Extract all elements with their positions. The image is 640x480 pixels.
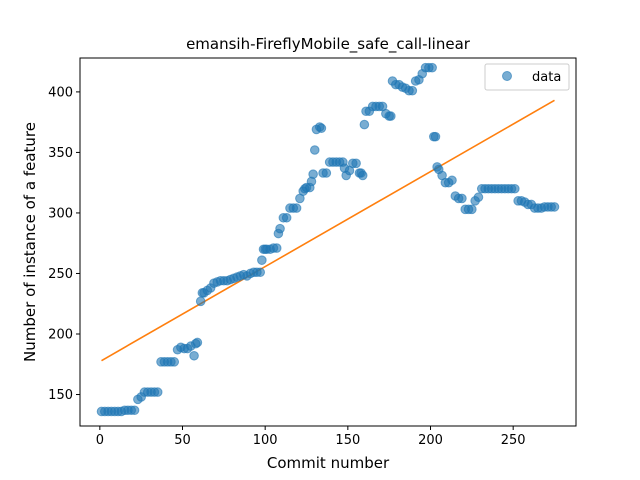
- data-point: [359, 119, 370, 130]
- data-point: [386, 111, 396, 121]
- x-tick-label: 150: [335, 433, 360, 448]
- data-point: [430, 131, 441, 142]
- x-axis-ticks: 0 50 100 150 200 250: [96, 426, 526, 448]
- y-tick-label: 250: [48, 267, 73, 282]
- data-points-layer: [96, 62, 560, 417]
- data-point: [467, 204, 477, 215]
- y-tick-label: 200: [48, 328, 73, 343]
- data-point: [271, 243, 282, 253]
- x-tick-label: 0: [96, 433, 104, 448]
- data-point: [309, 145, 320, 155]
- legend: data: [484, 63, 570, 91]
- data-point: [427, 62, 437, 73]
- x-tick-label: 50: [174, 433, 191, 448]
- data-point: [192, 337, 203, 348]
- data-point: [257, 255, 267, 265]
- x-tick-label: 200: [418, 433, 443, 448]
- chart-title: emansih-FireflyMobile_safe_call-linear: [186, 35, 471, 54]
- y-tick-label: 350: [48, 146, 73, 161]
- data-point: [473, 192, 484, 203]
- data-point: [321, 168, 332, 178]
- legend-marker-data: [502, 71, 512, 81]
- data-point: [169, 357, 180, 367]
- legend-label-data: data: [532, 70, 561, 85]
- x-tick-label: 250: [501, 433, 526, 448]
- data-point: [351, 158, 361, 169]
- y-tick-label: 150: [48, 388, 73, 403]
- plot-frame: [79, 57, 577, 427]
- y-axis-ticks: 150 200 250 300 350 400: [48, 85, 80, 403]
- data-point: [195, 296, 206, 307]
- data-point: [152, 387, 163, 397]
- data-point: [447, 175, 457, 186]
- x-axis-label: Commit number: [267, 454, 390, 472]
- data-point: [407, 85, 418, 96]
- data-point: [255, 267, 266, 278]
- data-point: [510, 183, 520, 194]
- data-point: [275, 223, 285, 234]
- data-point: [549, 202, 560, 212]
- data-point: [281, 212, 292, 223]
- data-point: [357, 170, 368, 181]
- data-point: [291, 203, 302, 213]
- data-point: [457, 193, 467, 204]
- data-point: [129, 405, 140, 416]
- data-point: [316, 123, 327, 134]
- y-tick-label: 400: [48, 85, 73, 100]
- fit-line-layer: [101, 99, 555, 362]
- data-point: [189, 350, 199, 361]
- y-axis-label: Number of instance of a feature: [21, 122, 39, 362]
- data-point: [308, 169, 318, 180]
- plot-area: [80, 58, 576, 426]
- fit-line: [101, 99, 555, 362]
- x-tick-label: 100: [253, 433, 278, 448]
- y-tick-label: 300: [48, 206, 73, 221]
- legend-box: [484, 63, 570, 91]
